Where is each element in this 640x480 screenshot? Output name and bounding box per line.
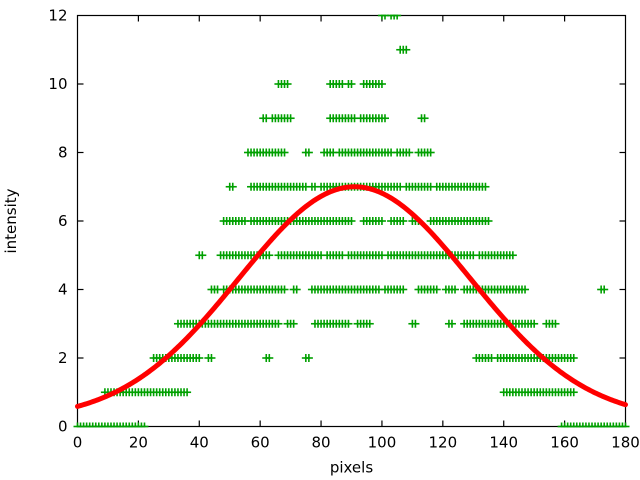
data-point-marker bbox=[377, 80, 386, 88]
data-point-marker bbox=[265, 251, 274, 260]
data-point-marker bbox=[551, 319, 560, 328]
data-point-marker bbox=[484, 217, 493, 225]
data-point-marker bbox=[447, 319, 456, 328]
gaussian-fit-curve bbox=[75, 184, 628, 409]
y-tick-label: 0 bbox=[58, 418, 68, 436]
data-point-marker bbox=[304, 354, 313, 362]
x-tick-label: 20 bbox=[129, 434, 148, 452]
y-axis-tick-labels: 0 2 4 6 8 10 12 bbox=[48, 7, 67, 436]
y-tick-label: 10 bbox=[48, 75, 67, 93]
y-tick-label: 12 bbox=[48, 7, 67, 25]
y-axis-ticks bbox=[77, 83, 626, 359]
data-point-marker bbox=[420, 114, 429, 123]
x-tick-label: 160 bbox=[550, 434, 579, 452]
data-point-marker bbox=[432, 285, 441, 294]
data-point-marker bbox=[411, 319, 420, 328]
x-axis-tick-labels: 0 20 40 60 80 100 120 140 160 180 bbox=[73, 434, 640, 452]
y-tick-label: 2 bbox=[58, 349, 68, 367]
data-point-marker bbox=[451, 285, 460, 294]
data-point-marker bbox=[393, 14, 402, 20]
data-point-marker bbox=[304, 148, 313, 157]
data-point-marker bbox=[280, 148, 289, 157]
data-point-marker bbox=[530, 319, 539, 328]
data-point-marker bbox=[195, 354, 204, 362]
x-tick-label: 80 bbox=[312, 434, 331, 452]
y-tick-label: 8 bbox=[58, 144, 68, 162]
x-tick-label: 0 bbox=[73, 434, 83, 452]
data-point-marker bbox=[347, 80, 356, 88]
data-point-marker bbox=[347, 217, 356, 225]
data-point-marker bbox=[380, 114, 389, 123]
y-tick-label: 6 bbox=[58, 212, 68, 230]
x-tick-label: 100 bbox=[368, 434, 397, 452]
data-point-marker bbox=[183, 388, 192, 397]
data-point-marker bbox=[600, 285, 609, 294]
data-point-marker bbox=[481, 182, 490, 191]
data-point-marker bbox=[402, 45, 411, 54]
x-axis-title: pixels bbox=[330, 459, 374, 477]
data-point-marker bbox=[521, 285, 530, 294]
data-point-marker bbox=[405, 148, 414, 157]
data-point-marker bbox=[198, 251, 207, 260]
data-point-marker bbox=[274, 319, 283, 328]
data-point-marker bbox=[569, 388, 578, 397]
y-axis-title: intensity bbox=[2, 188, 20, 253]
data-point-marker bbox=[365, 319, 374, 328]
data-point-marker bbox=[228, 182, 237, 191]
data-point-marker bbox=[426, 148, 435, 157]
x-tick-label: 120 bbox=[429, 434, 458, 452]
x-tick-label: 180 bbox=[611, 434, 640, 452]
data-point-marker bbox=[569, 354, 578, 362]
data-point-marker bbox=[207, 354, 216, 362]
data-point-marker bbox=[399, 285, 408, 294]
x-axis-ticks bbox=[137, 15, 566, 427]
data-point-marker bbox=[621, 422, 630, 428]
data-point-marker bbox=[377, 217, 386, 225]
data-point-marker bbox=[265, 354, 274, 362]
scatter-points-series bbox=[73, 14, 630, 428]
data-point-marker bbox=[399, 217, 408, 225]
data-point-marker bbox=[289, 319, 298, 328]
x-tick-label: 60 bbox=[251, 434, 270, 452]
data-point-marker bbox=[286, 114, 295, 123]
data-point-marker bbox=[508, 251, 517, 260]
data-point-marker bbox=[283, 80, 292, 88]
y-tick-label: 4 bbox=[58, 281, 68, 299]
data-point-marker bbox=[344, 319, 353, 328]
data-point-marker bbox=[280, 285, 289, 294]
x-tick-label: 140 bbox=[489, 434, 518, 452]
x-tick-label: 40 bbox=[190, 434, 209, 452]
data-point-marker bbox=[292, 285, 301, 294]
data-point-marker bbox=[140, 422, 149, 428]
